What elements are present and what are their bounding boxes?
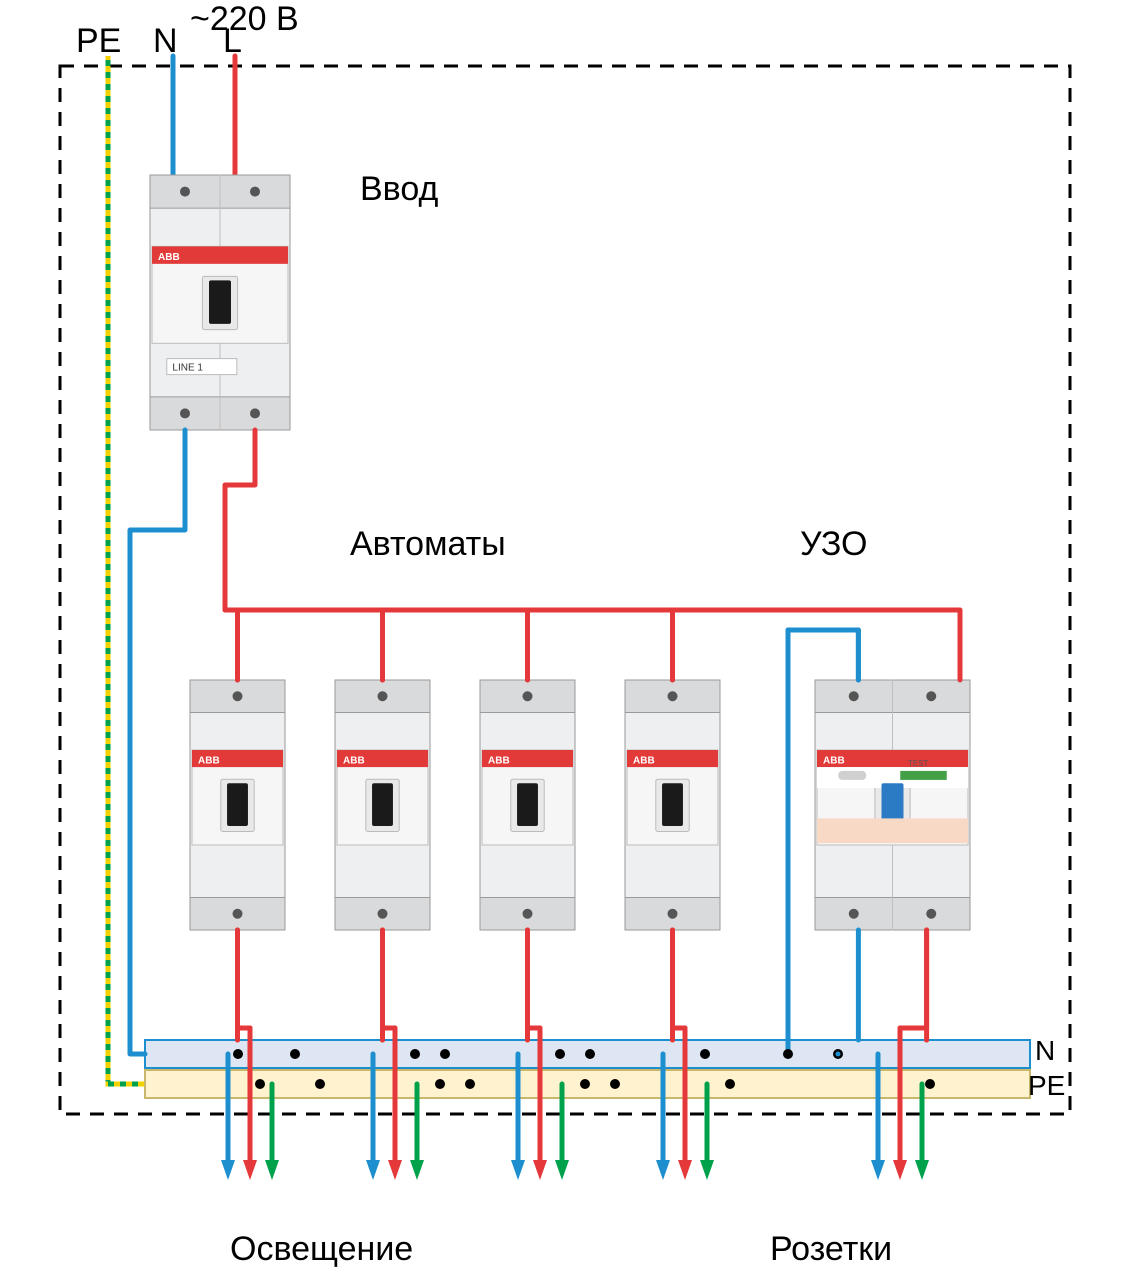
svg-text:LINE 1: LINE 1 bbox=[172, 363, 203, 374]
wire-N-main-to-bus bbox=[130, 430, 185, 1054]
rcd-device: ABB TEST bbox=[815, 680, 970, 930]
label-PE: PE bbox=[76, 22, 121, 60]
svg-text:ABB: ABB bbox=[198, 755, 220, 766]
breaker-2: ABB bbox=[335, 680, 430, 930]
wire-L-main-distribution bbox=[225, 430, 755, 610]
diagram-label: N bbox=[153, 22, 178, 60]
svg-text:TEST: TEST bbox=[908, 759, 929, 768]
svg-text:ABB: ABB bbox=[158, 252, 180, 263]
svg-text:ABB: ABB bbox=[488, 755, 510, 766]
diagram-label: Автоматы bbox=[350, 525, 506, 563]
diagram-label: Розетки bbox=[770, 1230, 892, 1268]
diagram-label: N bbox=[1035, 1035, 1055, 1066]
diagram-canvas: ABB LINE 1 ABB ABB ABB ABB ABB TEST ~220 В PE N L В… bbox=[0, 0, 1133, 1276]
diagram-label: PE bbox=[1028, 1070, 1065, 1101]
svg-text:ABB: ABB bbox=[343, 755, 365, 766]
diagram-label: Освещение bbox=[230, 1230, 413, 1268]
svg-text:ABB: ABB bbox=[823, 755, 845, 766]
wiring-diagram-svg: ABB LINE 1 ABB ABB ABB ABB ABB TEST ~220 В PE N L В… bbox=[0, 0, 1133, 1276]
breaker-3: ABB bbox=[480, 680, 575, 930]
diagram-label: УЗО bbox=[800, 525, 867, 563]
breaker-4: ABB bbox=[625, 680, 720, 930]
diagram-label: ~220 В bbox=[190, 0, 299, 38]
breaker-1: ABB bbox=[190, 680, 285, 930]
svg-text:ABB: ABB bbox=[633, 755, 655, 766]
diagram-label: Ввод bbox=[360, 170, 439, 208]
diagram-label: L bbox=[223, 22, 242, 60]
main-breaker: ABB LINE 1 bbox=[150, 175, 290, 430]
